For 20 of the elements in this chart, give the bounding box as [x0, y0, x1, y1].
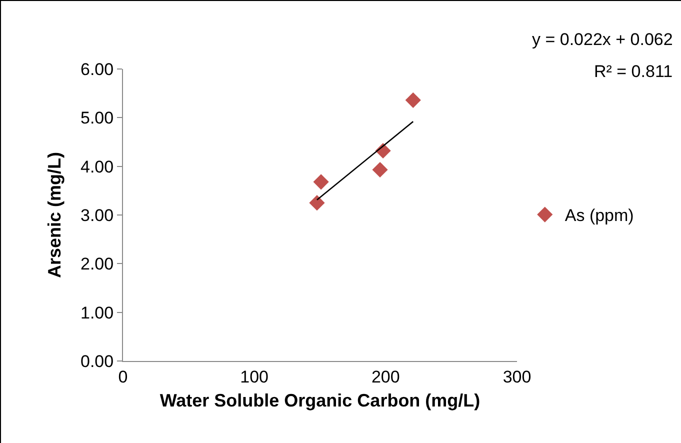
y-tick-label: 3.00	[80, 206, 114, 225]
y-tick-label: 2.00	[80, 254, 114, 274]
y-axis-title: Arsenic (mg/L)	[44, 152, 65, 278]
y-tick-label: 5.00	[80, 108, 114, 128]
text: R² = 0.811	[594, 62, 673, 81]
x-tick-label: 300	[502, 367, 532, 386]
point	[405, 92, 421, 108]
y-tick-label: 1.00	[80, 303, 114, 322]
y-tick-label: 4.00	[80, 157, 114, 176]
point	[372, 162, 388, 178]
x-tick-label: 0	[118, 367, 128, 386]
y-tick-label: 0.00	[80, 352, 114, 371]
point	[313, 174, 329, 190]
x-axis-title: Water Soluble Organic Carbon (mg/L)	[160, 390, 480, 410]
x-tick-label: 200	[371, 367, 400, 386]
text: y = 0.022x + 0.062	[532, 30, 673, 49]
point	[309, 195, 325, 211]
legend-label: As (ppm)	[564, 206, 634, 226]
y-tick-label: 6.00	[80, 60, 114, 79]
x-tick-label: 100	[240, 367, 269, 386]
